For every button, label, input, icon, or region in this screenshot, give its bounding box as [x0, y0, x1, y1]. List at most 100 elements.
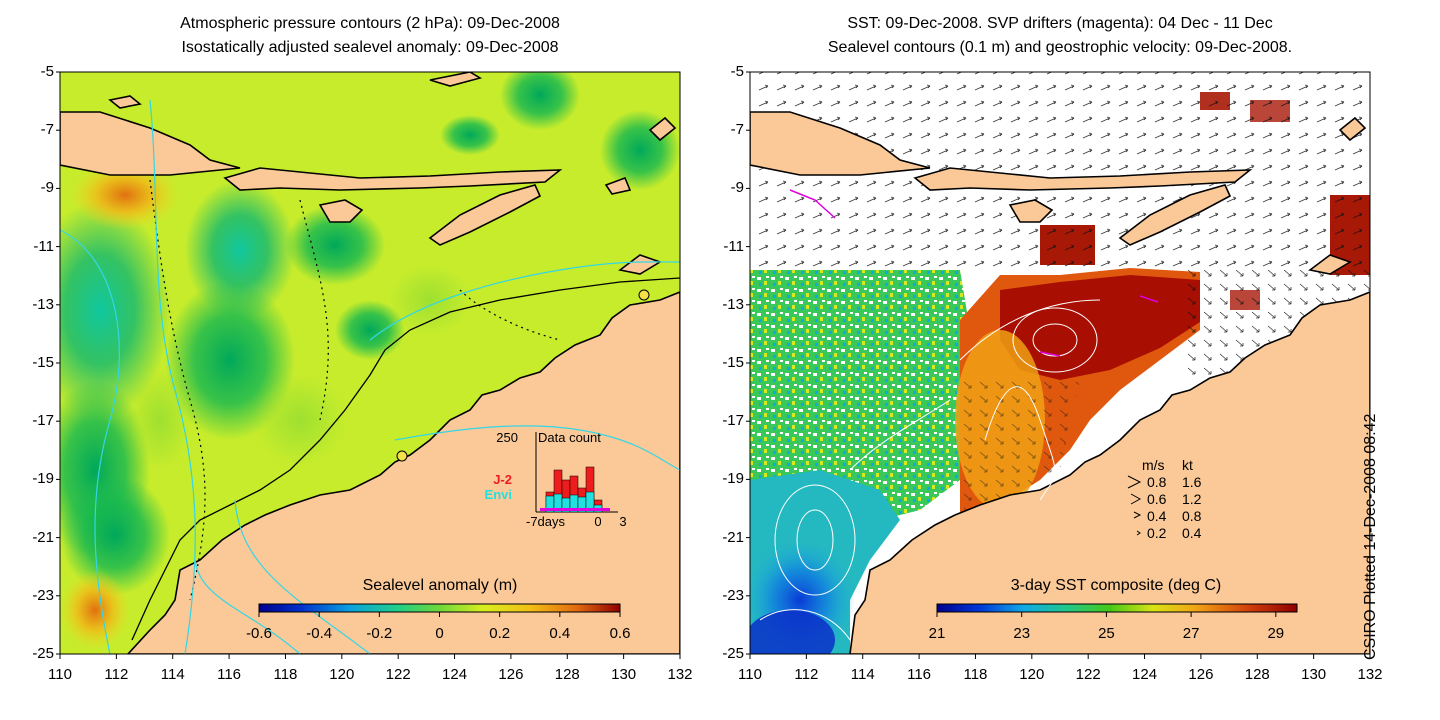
yellow-circle-marker-south — [396, 450, 408, 462]
right-colorbar-tick-label: 25 — [1098, 625, 1115, 642]
left-lon-label: 126 — [498, 666, 524, 683]
left-lon-label: 116 — [217, 666, 242, 683]
left-colorbar-gradient — [258, 603, 621, 613]
left-colorbar-tick-label: 0 — [435, 625, 443, 642]
left-lon-label: 114 — [160, 666, 185, 683]
left-lat-label: -5 — [40, 63, 54, 80]
right-lat-label: -17 — [722, 412, 744, 430]
right-lon-label: 114 — [850, 666, 875, 683]
left-colorbar-tick-label: 0.4 — [549, 625, 570, 642]
right-lat-label: -21 — [722, 528, 744, 546]
left-islands — [60, 72, 677, 275]
left-dotted-contour — [149, 179, 561, 601]
left-colorbar-tick-label: -0.4 — [306, 625, 332, 642]
left-lat-label: -19 — [32, 470, 54, 488]
left-colorbar-tick-label: -0.2 — [366, 625, 392, 642]
left-map — [60, 72, 680, 654]
right-islands — [750, 111, 1367, 275]
right-colorbar: 3-day SST composite (deg C) 21 23 25 27 29 — [929, 577, 1298, 642]
left-lat-label: -7 — [40, 121, 54, 139]
left-australia — [126, 291, 680, 654]
right-lat-label: -13 — [722, 295, 744, 313]
left-pressure-contours — [60, 99, 680, 654]
right-sst-cold-south — [750, 610, 835, 654]
yellow-circle-marker-north — [638, 289, 650, 301]
velocity-legend-kt-02: 0.4 — [1182, 525, 1202, 541]
data-count-bars — [545, 466, 603, 513]
left-colorbar-tick-label: 0.2 — [489, 625, 510, 642]
right-lon-label: 132 — [1357, 666, 1383, 683]
velocity-legend-arrow-06 — [1130, 493, 1142, 505]
right-title-line1: SST: 09-Dec-2008. SVP drifters (magenta)… — [847, 15, 1273, 32]
right-colorbar-gradient — [936, 603, 1298, 613]
right-lat-label: -23 — [722, 586, 744, 604]
velocity-legend-ms-02: 0.2 — [1147, 525, 1167, 541]
velocity-legend-header-kt: kt — [1182, 457, 1193, 473]
credit-label: CSIRO Plotted 14-Dec-2008 08:42 — [1362, 413, 1379, 660]
right-lon-label: 112 — [794, 666, 819, 683]
right-australia — [849, 291, 1370, 654]
left-lon-label: 124 — [442, 666, 468, 683]
left-lat-label: -25 — [32, 645, 54, 662]
right-lon-label: 120 — [1019, 666, 1045, 683]
velocity-legend-ms-04: 0.4 — [1147, 508, 1167, 524]
right-lon-label: 128 — [1244, 666, 1270, 683]
velocity-legend-kt-08: 1.6 — [1182, 474, 1202, 490]
left-shelf-contour — [131, 277, 680, 641]
left-title-line1: Atmospheric pressure contours (2 hPa): 0… — [180, 15, 560, 32]
right-colorbar-tick-label: 23 — [1013, 625, 1030, 642]
left-lat-label: -11 — [33, 237, 54, 255]
velocity-legend-arrow-04 — [1133, 511, 1142, 519]
data-count-xtick-end: 3 — [619, 514, 626, 529]
left-colorbar-tick-label: -0.6 — [246, 625, 272, 642]
right-lon-label: 126 — [1188, 666, 1214, 683]
right-lon-label: 110 — [738, 666, 762, 683]
left-lon-label: 118 — [273, 666, 298, 683]
right-map — [750, 72, 1370, 654]
right-lon-label: 130 — [1301, 666, 1327, 683]
left-lon-label: 110 — [48, 666, 72, 683]
data-count-ytick: 250 — [496, 430, 518, 445]
right-lat-label: -11 — [723, 237, 744, 255]
data-count-drifter-strip — [540, 508, 610, 511]
left-colorbar: Sealevel anomaly (m) -0.6 -0.4 -0.2 0 0.2 0.4… — [246, 577, 630, 642]
left-lat-label: -17 — [32, 412, 54, 430]
velocity-legend-arrow-02 — [1136, 530, 1141, 536]
right-drifter-tracks — [789, 189, 1159, 357]
left-lat-label: -23 — [32, 586, 54, 604]
left-lon-label: 128 — [554, 666, 580, 683]
left-lat-label: -15 — [32, 354, 54, 371]
right-title-line2: Sealevel contours (0.1 m) and geostrophi… — [827, 39, 1293, 56]
data-count-xtick-start: -7days — [526, 514, 566, 529]
velocity-legend-kt-04: 0.8 — [1182, 508, 1202, 524]
left-lon-label: 130 — [611, 666, 637, 683]
left-colorbar-tick-label: 0.6 — [610, 625, 631, 642]
velocity-legend-ms-08: 0.8 — [1147, 474, 1167, 490]
data-count-envi-label: Envi — [485, 487, 512, 502]
right-lon-label: 116 — [907, 666, 932, 683]
left-colorbar-label: Sealevel anomaly (m) — [363, 577, 518, 594]
velocity-legend-ms-06: 0.6 — [1147, 491, 1167, 507]
right-colorbar-tick-label: 29 — [1267, 625, 1284, 642]
velocity-legend-header-ms: m/s — [1142, 457, 1165, 473]
right-lat-label: -25 — [722, 645, 744, 662]
velocity-legend-kt-06: 1.2 — [1182, 491, 1202, 507]
right-lat-label: -5 — [730, 63, 744, 80]
velocity-legend: m/s kt 0.8 1.6 0.6 1.2 0.4 0.8 0.2 0.4 — [1127, 457, 1202, 541]
left-lat-label: -21 — [32, 528, 54, 546]
right-colorbar-tick-label: 21 — [929, 625, 946, 642]
right-lat-label: -9 — [730, 179, 744, 197]
left-lon-label: 132 — [667, 666, 693, 683]
right-lon-label: 124 — [1132, 666, 1158, 683]
data-count-inset: 250 Data count J-2 Envi -7days 0 3 — [485, 430, 627, 529]
data-count-xtick-zero: 0 — [594, 514, 601, 529]
left-lon-label: 120 — [329, 666, 355, 683]
left-lat-label: -9 — [40, 179, 54, 197]
right-colorbar-tick-label: 27 — [1183, 625, 1200, 642]
right-velocity-arrows-shelf — [960, 380, 1080, 520]
data-count-title: Data count — [538, 430, 601, 445]
right-lat-label: -7 — [730, 121, 744, 139]
left-lon-label: 112 — [104, 666, 129, 683]
right-lat-label: -19 — [722, 470, 744, 488]
left-sla-anomaly-blobs — [60, 72, 680, 650]
